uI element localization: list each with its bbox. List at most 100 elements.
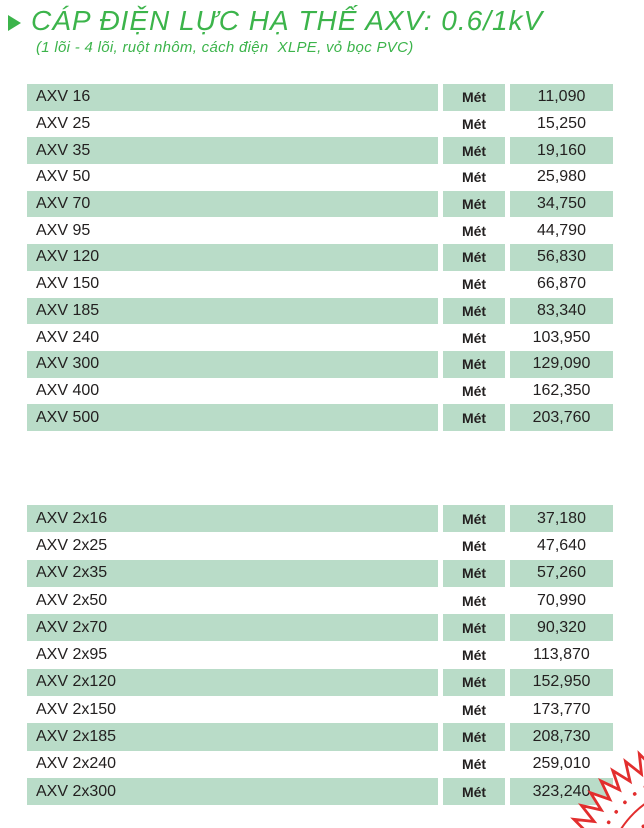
- product-name-cell: AXV 16: [27, 84, 438, 111]
- product-name-cell: AXV 2x150: [36, 700, 117, 718]
- price-cell: 37,180: [510, 505, 613, 533]
- bullet-arrow-icon: [8, 15, 21, 31]
- price-cell: 11,090: [510, 84, 613, 111]
- price-cell: 113,870: [533, 646, 590, 664]
- price-cell: 66,870: [537, 275, 586, 293]
- table-row: AXV 300 Mét 129,090: [27, 350, 613, 378]
- table-row: AXV 95 Mét 44,790: [27, 217, 613, 244]
- price-cell: 103,950: [532, 328, 591, 346]
- table-row: AXV 240 Mét 103,950: [27, 324, 613, 351]
- price-cell: 129,090: [510, 350, 613, 378]
- price-cell: 162,350: [532, 381, 591, 399]
- unit-cell: Mét: [461, 329, 487, 346]
- product-name-cell: AXV 185: [27, 297, 438, 325]
- product-name-cell: AXV 35: [27, 137, 438, 165]
- price-cell: 19,160: [510, 137, 613, 165]
- table-row: AXV 2x25 Mét 47,640: [27, 532, 613, 559]
- unit-cell: Mét: [443, 505, 505, 533]
- unit-cell: Mét: [443, 723, 505, 751]
- unit-cell: Mét: [443, 350, 505, 378]
- seal-starburst-icon: [570, 750, 644, 828]
- product-name-cell: AXV 70: [27, 190, 438, 218]
- table-row: AXV 120 Mét 56,830: [27, 244, 613, 271]
- table-row: AXV 16 Mét 11,090: [27, 84, 613, 111]
- unit-cell: Mét: [443, 84, 505, 111]
- unit-cell: Mét: [461, 537, 487, 554]
- unit-cell: Mét: [443, 559, 505, 587]
- unit-cell: Mét: [461, 169, 487, 186]
- unit-cell: Mét: [443, 244, 505, 271]
- unit-cell: Mét: [443, 404, 505, 431]
- price-cell: 15,250: [537, 115, 586, 133]
- title-block: CÁP ĐIỆN LỰC HẠ THẾ AXV: 0.6/1kV (1 lõi …: [8, 6, 543, 56]
- title-text: CÁP ĐIỆN LỰC HẠ THẾ AXV: 0.6/1kV (1 lõi …: [31, 5, 544, 57]
- unit-cell: Mét: [461, 222, 487, 239]
- unit-cell: Mét: [461, 701, 487, 718]
- unit-cell: Mét: [443, 614, 505, 642]
- product-name-cell: AXV 2x95: [36, 646, 108, 664]
- product-name-cell: AXV 2x25: [36, 536, 108, 554]
- unit-cell: Mét: [461, 592, 487, 609]
- table-row: AXV 25 Mét 15,250: [27, 111, 613, 138]
- table-row: AXV 150 Mét 66,870: [27, 271, 613, 298]
- price-cell: 259,010: [532, 755, 591, 773]
- unit-cell: Mét: [461, 116, 487, 133]
- table-row: AXV 2x35 Mét 57,260: [27, 559, 613, 587]
- price-cell: 208,730: [510, 723, 613, 751]
- unit-cell: Mét: [443, 297, 505, 325]
- unit-cell: Mét: [461, 756, 487, 773]
- product-name-cell: AXV 2x35: [27, 559, 438, 587]
- unit-cell: Mét: [443, 137, 505, 165]
- price-cell: 47,640: [537, 536, 586, 554]
- product-name-cell: AXV 2x120: [27, 668, 438, 697]
- table-row: AXV 2x16 Mét 37,180: [27, 505, 613, 533]
- product-name-cell: AXV 50: [36, 168, 91, 186]
- product-name-cell: AXV 2x50: [36, 591, 108, 609]
- table-row: AXV 2x50 Mét 70,990: [27, 587, 613, 614]
- table-row: AXV 2x185 Mét 208,730: [27, 723, 613, 751]
- product-name-cell: AXV 400: [36, 381, 100, 399]
- product-name-cell: AXV 2x240: [36, 755, 117, 773]
- price-cell: 56,830: [510, 244, 613, 271]
- price-table-two-core: AXV 2x16 Mét 37,180 AXV 2x25 Mét 47,640 …: [27, 505, 613, 806]
- product-name-cell: AXV 2x16: [27, 505, 438, 533]
- product-name-cell: AXV 120: [27, 244, 438, 271]
- product-name-cell: AXV 95: [36, 221, 91, 239]
- table-row: AXV 35 Mét 19,160: [27, 137, 613, 165]
- product-name-cell: AXV 2x300: [27, 777, 438, 806]
- table-row: AXV 70 Mét 34,750: [27, 190, 613, 218]
- price-cell: 152,950: [510, 668, 613, 697]
- table-row: AXV 2x70 Mét 90,320: [27, 614, 613, 642]
- unit-cell: Mét: [443, 777, 505, 806]
- table-row: AXV 2x150 Mét 173,770: [27, 696, 613, 723]
- price-cell: 173,770: [532, 700, 591, 718]
- product-name-cell: AXV 300: [27, 350, 438, 378]
- price-cell: 57,260: [510, 559, 613, 587]
- price-cell: 83,340: [510, 297, 613, 325]
- product-name-cell: AXV 2x70: [27, 614, 438, 642]
- price-cell: 25,980: [537, 168, 586, 186]
- table-row: AXV 50 Mét 25,980: [27, 164, 613, 191]
- page-title: CÁP ĐIỆN LỰC HẠ THẾ AXV: 0.6/1kV: [31, 5, 544, 36]
- table-row: AXV 2x300 Mét 323,240: [27, 777, 613, 806]
- price-cell: 203,760: [510, 404, 613, 431]
- unit-cell: Mét: [461, 647, 487, 664]
- unit-cell: Mét: [461, 382, 487, 399]
- product-name-cell: AXV 2x185: [27, 723, 438, 751]
- price-table-single-core: AXV 16 Mét 11,090 AXV 25 Mét 15,250 AXV …: [27, 84, 613, 431]
- price-cell: 70,990: [537, 591, 586, 609]
- unit-cell: Mét: [443, 668, 505, 697]
- page-subtitle: (1 lõi - 4 lõi, ruột nhôm, cách điện XLP…: [36, 39, 414, 56]
- table-row: AXV 2x95 Mét 113,870: [27, 641, 613, 668]
- product-name-cell: AXV 240: [36, 328, 100, 346]
- price-cell: 34,750: [510, 190, 613, 218]
- price-cell: 44,790: [537, 221, 586, 239]
- table-row: AXV 500 Mét 203,760: [27, 404, 613, 431]
- unit-cell: Mét: [443, 190, 505, 218]
- table-row: AXV 185 Mét 83,340: [27, 297, 613, 325]
- product-name-cell: AXV 150: [36, 275, 100, 293]
- table-row: AXV 2x120 Mét 152,950: [27, 668, 613, 697]
- product-name-cell: AXV 500: [27, 404, 438, 431]
- table-row: AXV 2x240 Mét 259,010: [27, 751, 613, 778]
